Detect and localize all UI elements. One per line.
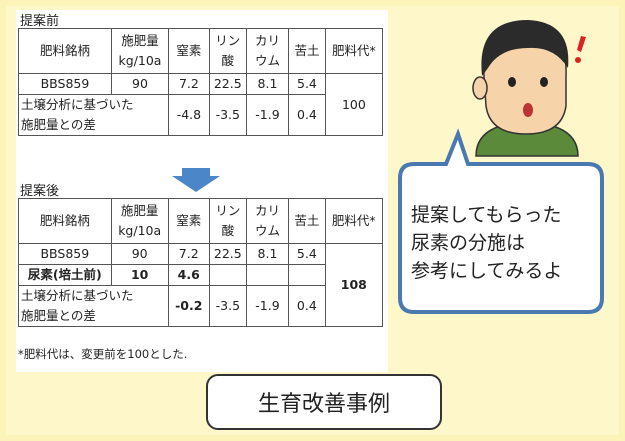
- table-cell: 0.4: [288, 94, 326, 136]
- table-cell: [208, 264, 247, 286]
- table-cell: [288, 264, 326, 286]
- table-cell: -1.9: [245, 285, 290, 327]
- table-cell: 土壌分析に基づいた 施肥量との差: [17, 94, 170, 136]
- speech-bubble: [398, 128, 604, 314]
- table-cell: 肥料代*: [324, 28, 384, 74]
- illustration: [172, 20, 604, 314]
- table-cell: 100: [324, 73, 384, 136]
- table-cell: -3.5: [208, 285, 247, 327]
- table-cell: 尿素(培土前): [18, 264, 112, 286]
- table-cell: 22.5: [208, 73, 247, 95]
- table-cell: 10: [110, 264, 169, 286]
- table-cell: 苦土: [288, 28, 326, 74]
- table-cell: [245, 264, 290, 286]
- table-cell: 7.2: [167, 243, 210, 265]
- caption: 生育改善事例: [257, 392, 390, 417]
- table-cell: 肥料代*: [324, 198, 384, 244]
- table-row: 肥料銘柄 施肥量 kg/10a 窒素 リン 酸カリ ウム 苦土 肥料代*: [18, 28, 384, 74]
- caption-box: 生育改善事例: [206, 374, 442, 430]
- table-cell: 窒素: [167, 198, 210, 244]
- table-row: BBS859 90 7.2 22.5 8.1 5.4 100: [18, 73, 384, 136]
- footnote: *肥料代は、変更前を100とした.: [18, 347, 188, 361]
- table-cell: 5.4: [288, 243, 326, 265]
- speech-text: 提案してもらった 尿素の分施は 参考にしてみるよ: [411, 201, 562, 285]
- table-cell: BBS859: [18, 243, 112, 265]
- table-row: BBS859 90 7.2 22.5 8.1 5.4 108: [18, 243, 384, 327]
- table-cell: 苦土: [288, 198, 326, 244]
- table-row: 肥料銘柄 施肥量 kg/10a 窒素 リン 酸カリ ウム 苦土 肥料代*: [18, 198, 384, 244]
- table-cell: 4.6: [167, 264, 210, 286]
- section-label: 提案後: [20, 184, 60, 199]
- down-arrow: [172, 168, 220, 192]
- table-cell: 8.1: [245, 73, 290, 95]
- table-before: 肥料銘柄 施肥量 kg/10a 窒素 リン 酸カリ ウム 苦土 肥料代* BBS859 90 7…: [17, 28, 384, 136]
- table-cell: 7.2: [168, 73, 210, 95]
- table-row: 土壌分析に基づいた 施肥量との差 -0.2 -3.5 -1.9 0.4: [18, 285, 383, 327]
- table-cell: -3.5: [208, 94, 247, 136]
- table-cell: 肥料銘柄: [18, 28, 112, 74]
- speech-line: 提案してもらった: [411, 204, 562, 226]
- table-cell: -1.9: [245, 94, 290, 136]
- table-cell: 施肥量 kg/10a: [110, 28, 170, 74]
- table-cell: 90: [110, 73, 170, 95]
- speech-line: 尿素の分施は: [411, 232, 526, 254]
- table-cell: カリ ウム: [245, 198, 290, 244]
- table-cell: 22.5: [208, 243, 247, 265]
- table-cell: カリ ウム: [245, 28, 290, 74]
- table-cell: 肥料銘柄: [18, 198, 112, 244]
- table-cell: -0.2: [167, 285, 210, 327]
- table-after: 肥料銘柄 施肥量 kg/10a 窒素 リン 酸カリ ウム 苦土 肥料代* BBS859 90 7…: [18, 198, 384, 327]
- character: [472, 20, 586, 157]
- table-cell: 90: [110, 243, 169, 265]
- table-cell: 窒素: [168, 28, 210, 74]
- table-cell: BBS859: [18, 73, 112, 95]
- section-label: 提案前: [20, 14, 60, 29]
- table-cell: 8.1: [245, 243, 290, 265]
- table-row: 土壌分析に基づいた 施肥量との差 -4.8 -3.5 -1.9 0.4: [17, 94, 383, 136]
- table-cell: -4.8: [168, 94, 210, 136]
- speech-line: 参考にしてみるよ: [411, 260, 563, 282]
- table-cell: 0.4: [288, 285, 326, 327]
- table-cell: 5.4: [288, 73, 326, 95]
- table-cell: 108: [324, 243, 384, 327]
- table-cell: リン 酸: [208, 198, 247, 244]
- table-cell: 施肥量 kg/10a: [110, 198, 169, 244]
- table-cell: 土壌分析に基づいた 施肥量との差: [18, 285, 169, 327]
- table-cell: リン 酸: [208, 28, 247, 74]
